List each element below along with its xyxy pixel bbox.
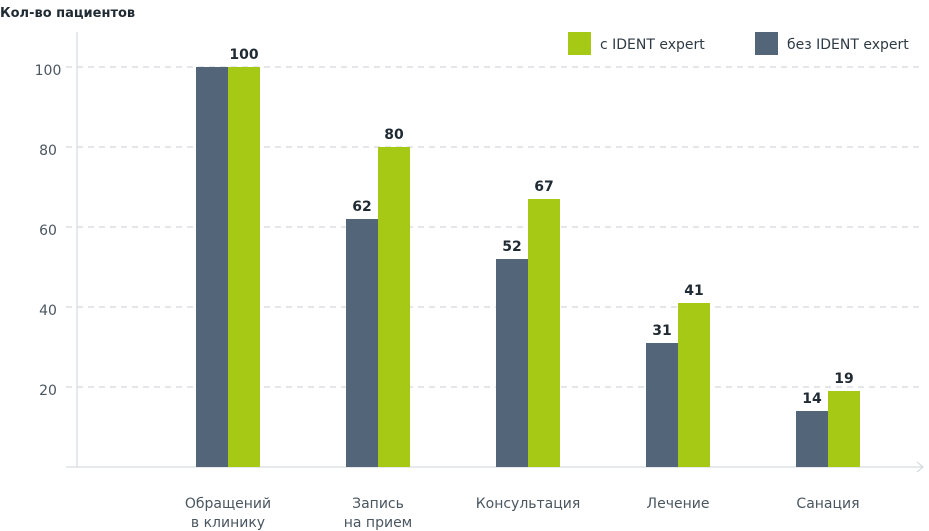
data-label: 52	[502, 239, 521, 255]
y-tick-labels: 20 40 60 80 100	[35, 63, 62, 399]
bar	[828, 391, 860, 467]
y-tick-label: 100	[35, 63, 62, 79]
category-label: на прием	[344, 515, 413, 531]
category-label: Запись	[352, 496, 404, 512]
y-tick-label: 40	[39, 303, 57, 319]
data-label: 31	[652, 323, 671, 339]
category-label: Консультация	[476, 496, 581, 512]
x-axis-arrow-icon	[916, 461, 924, 473]
data-label: 67	[534, 179, 553, 195]
category-label: в клинику	[191, 515, 265, 531]
bar	[528, 199, 560, 467]
bar	[796, 411, 828, 467]
bar	[646, 343, 678, 467]
category-label: Лечение	[647, 496, 710, 512]
y-tick-label: 60	[39, 223, 57, 239]
bar	[346, 219, 378, 467]
bar	[196, 67, 228, 467]
data-label: 14	[802, 391, 822, 407]
data-label: 19	[834, 371, 853, 387]
data-label: 100	[229, 47, 258, 63]
legend-swatch	[755, 32, 778, 55]
legend-label: без IDENT expert	[787, 37, 909, 53]
y-tick-label: 80	[39, 143, 57, 159]
bar	[228, 67, 260, 467]
y-axis-label: Кол-во пациентов	[0, 6, 135, 21]
legend-swatch	[568, 32, 591, 55]
bar	[678, 303, 710, 467]
category-label: Санация	[796, 496, 859, 512]
bar	[496, 259, 528, 467]
gridlines	[66, 66, 922, 388]
data-label: 41	[684, 283, 703, 299]
bars	[196, 67, 860, 467]
bar	[378, 147, 410, 467]
category-label: Обращений	[185, 496, 271, 512]
legend: с IDENT expert без IDENT expert	[568, 32, 909, 55]
data-label: 62	[352, 199, 371, 215]
data-label: 80	[384, 127, 404, 143]
legend-label: с IDENT expert	[600, 37, 705, 53]
y-tick-label: 20	[39, 383, 57, 399]
data-labels: 62 52 31 14 100 80 67 41 19	[229, 47, 853, 407]
category-labels: Обращений в клинику Запись на прием Консульт…	[185, 496, 860, 531]
